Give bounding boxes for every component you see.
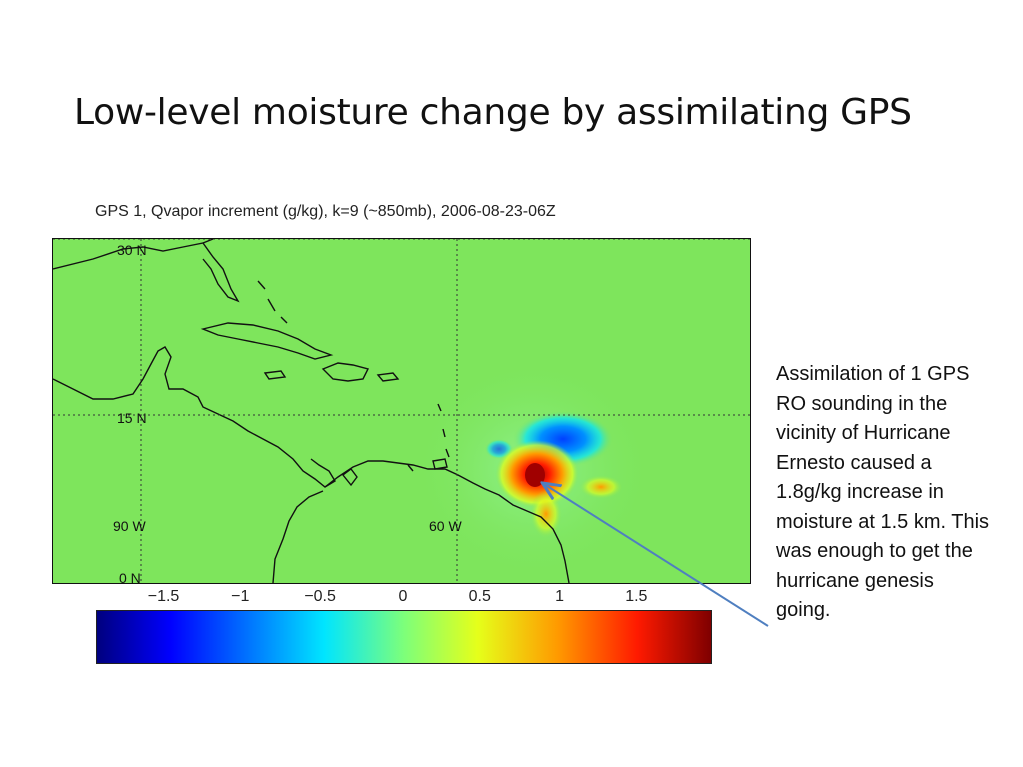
slide-title: Low-level moisture change by assimilatin… [74,92,912,133]
moisture-map: 30 N 15 N 90 W 60 W 0 N [53,239,750,583]
colorbar-tick: −1.5 [147,588,180,605]
lat-label-0n: 0 N [119,570,141,583]
map-figure: GPS 1, Qvapor increment (g/kg), k=9 (~85… [40,196,770,676]
colorbar-tick: 1 [555,588,565,605]
lon-label-60w: 60 W [429,518,462,534]
colorbar-ticks: −1.5 −1 −0.5 0 0.5 1 1.5 [96,588,710,608]
map-caption: GPS 1, Qvapor increment (g/kg), k=9 (~85… [95,203,556,220]
colorbar-tick: 0.5 [468,588,491,605]
colorbar [96,610,712,664]
colorbar-tick: 1.5 [625,588,648,605]
lat-label-15n: 15 N [117,410,147,426]
colorbar-tick: −0.5 [304,588,336,605]
lat-label-30n: 30 N [117,242,147,258]
colorbar-tick: −1 [231,588,250,605]
positive-increment-east [579,475,623,499]
map-panel: 30 N 15 N 90 W 60 W 0 N [52,238,751,584]
positive-increment-core [525,463,545,487]
graticule [53,239,750,583]
colorbar-tick: 0 [398,588,408,605]
description-text: Assimilation of 1 GPS RO sounding in the… [776,363,990,621]
lon-label-90w: 90 W [113,518,146,534]
